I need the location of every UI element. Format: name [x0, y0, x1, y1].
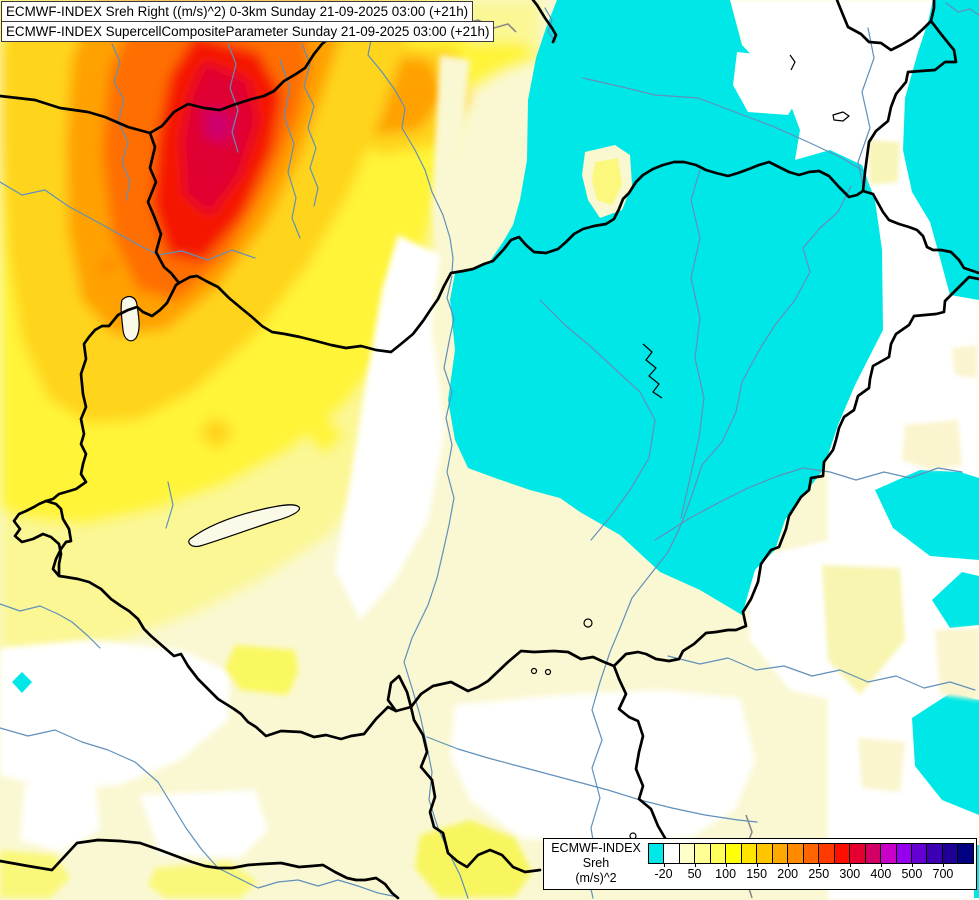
colorbar-cell: [649, 844, 664, 863]
colorbar-cell: [725, 844, 741, 863]
title-line-2: ECMWF-INDEX SupercellCompositeParameter …: [1, 21, 495, 42]
colorbar-tick-mark: [787, 863, 789, 867]
colorbar-tick-label: 700: [932, 867, 954, 881]
colorbar-cell: [678, 844, 695, 863]
colorbar-tick-mark: [818, 863, 820, 867]
river-tisza: [588, 185, 852, 899]
colorbar-tick-label: 300: [839, 867, 861, 881]
colorbar-cell: [740, 844, 757, 863]
cyan-region-northeast: [903, 0, 979, 300]
colorbar-tick-label: -20: [654, 867, 673, 881]
river-danube-south: [403, 275, 469, 899]
hungary-border-west: [44, 328, 97, 503]
colorbar-cell: [880, 844, 896, 863]
legend-text: ECMWF-INDEX Sreh (m/s)^2: [544, 841, 648, 886]
cyan-spot-west: [12, 672, 32, 693]
lake-tisza: [642, 343, 663, 399]
colorbar-tick-label: 100: [715, 867, 737, 881]
colorbar-cell: [663, 844, 679, 863]
colorbar-cell: [787, 844, 803, 863]
cream-patches-right: [822, 140, 979, 792]
colorbar-cell: [802, 844, 819, 863]
colorbar-tick-label: 200: [777, 867, 799, 881]
river-danube-north: [359, 17, 454, 273]
colorbar-tick-mark: [911, 863, 913, 867]
colorbar-tick-mark: [880, 863, 882, 867]
title-line-1: ECMWF-INDEX Sreh Right ((m/s)^2) 0-3km S…: [1, 1, 474, 22]
colorbar-tick-mark: [694, 863, 696, 867]
hungary-border-southwest: [12, 499, 413, 741]
colorbar-cell: [895, 844, 911, 863]
islands-in-cyan: [582, 52, 800, 218]
lake-balaton: [188, 504, 301, 548]
colorbar: [648, 843, 974, 864]
colorbar-cell: [864, 844, 881, 863]
legend-units: (m/s)^2: [575, 871, 617, 885]
colorbar-cell: [709, 844, 726, 863]
colorbar-tick-mark: [942, 863, 944, 867]
colorbar-tick-label: 50: [687, 867, 702, 881]
colorbar-cell: [941, 844, 958, 863]
colorbar-cell: [833, 844, 850, 863]
contour-field-cyan: [12, 0, 979, 898]
colorbar-tick-mark: [849, 863, 851, 867]
legend-model: ECMWF-INDEX: [551, 841, 641, 855]
white-regions: [0, 55, 755, 858]
colorbar-tick-label: 400: [870, 867, 892, 881]
colorbar-tick-mark: [663, 863, 665, 867]
colorbar-tick-label: 250: [808, 867, 830, 881]
colorbar-tick-mark: [756, 863, 758, 867]
colorbar-cell: [771, 844, 788, 863]
cyan-region-main: [448, 0, 883, 615]
colorbar-cell: [694, 844, 710, 863]
colorbar-cell: [957, 844, 973, 863]
colorbar-cell: [926, 844, 942, 863]
hungary-border-east: [612, 275, 979, 668]
legend: ECMWF-INDEX Sreh (m/s)^2 -20 50 100 150 200 2…: [543, 838, 977, 890]
colorbar-ticks: -20 50 100 150 200 250 300 400 500 700: [648, 863, 974, 889]
hungary-border-north: [146, 131, 865, 354]
colorbar-cell: [910, 844, 927, 863]
river-drava: [0, 727, 399, 898]
lake-ferto: [120, 295, 140, 342]
contour-field-warm: [0, 0, 540, 655]
colorbar-cell: [818, 844, 834, 863]
colorbar-cell: [756, 844, 772, 863]
colorbar-tick-mark: [725, 863, 727, 867]
colorbar-cell: [849, 844, 865, 863]
colorbar-tick-label: 500: [901, 867, 923, 881]
colorbar-tick-label: 150: [746, 867, 768, 881]
hungary-border-south: [409, 649, 616, 709]
legend-parameter: Sreh: [582, 856, 610, 870]
